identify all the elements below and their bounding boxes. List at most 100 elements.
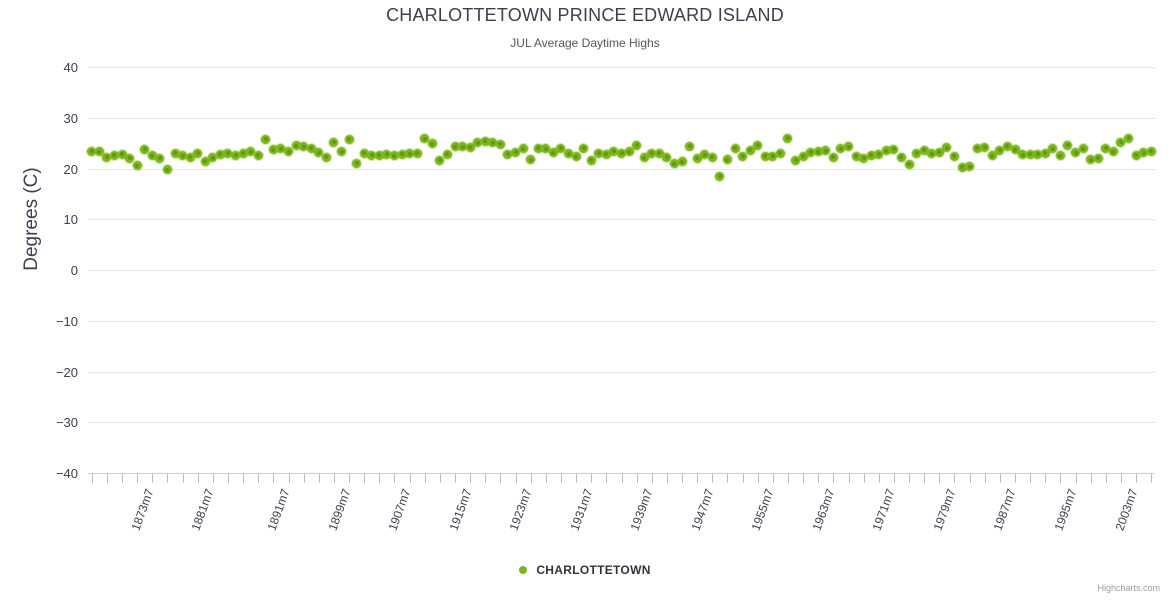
data-point[interactable] [87,146,97,156]
data-point[interactable] [1055,151,1065,161]
data-point[interactable] [654,148,664,158]
data-point[interactable] [94,147,104,157]
data-point[interactable] [987,151,997,161]
data-point[interactable] [533,143,543,153]
data-point[interactable] [685,141,695,151]
data-point[interactable] [147,151,157,161]
data-point[interactable] [753,140,763,150]
data-point[interactable] [223,148,233,158]
data-point[interactable] [412,148,422,158]
data-point[interactable] [178,151,188,161]
data-point[interactable] [896,152,906,162]
data-point[interactable] [162,165,172,174]
data-point[interactable] [677,157,687,167]
data-point[interactable] [760,151,770,161]
data-point[interactable] [1071,148,1081,158]
data-point[interactable] [798,151,808,161]
data-point[interactable] [231,150,241,160]
data-point[interactable] [548,148,558,158]
data-point[interactable] [692,153,702,163]
data-point[interactable] [813,147,823,157]
data-point[interactable] [942,143,952,153]
data-point[interactable] [806,147,816,157]
data-point[interactable] [912,148,922,158]
data-point[interactable] [1040,148,1050,158]
data-point[interactable] [359,148,369,158]
data-point[interactable] [405,149,415,159]
data-point[interactable] [473,138,483,148]
data-point[interactable] [927,149,937,159]
data-point[interactable] [1025,149,1035,159]
data-point[interactable] [321,152,331,162]
data-point[interactable] [738,151,748,161]
data-point[interactable] [965,162,975,172]
data-point[interactable] [397,149,407,159]
data-point[interactable] [745,145,755,155]
data-point[interactable] [609,146,619,156]
data-point[interactable] [624,147,634,157]
data-point[interactable] [783,133,793,143]
data-point[interactable] [617,148,626,158]
data-point[interactable] [155,153,165,163]
data-point[interactable] [586,155,596,165]
data-point[interactable] [367,150,377,160]
data-point[interactable] [980,142,990,152]
data-point[interactable] [480,136,490,146]
data-point[interactable] [102,152,112,162]
data-point[interactable] [1010,145,1020,155]
data-point[interactable] [647,148,657,158]
data-point[interactable] [669,159,679,169]
data-point[interactable] [904,159,914,169]
data-point[interactable] [700,150,710,160]
data-point[interactable] [957,162,967,172]
data-point[interactable] [1101,143,1111,153]
data-point[interactable] [874,149,884,159]
data-point[interactable] [427,139,437,149]
data-point[interactable] [382,149,392,159]
data-point[interactable] [261,134,271,144]
data-point[interactable] [291,141,301,151]
data-point[interactable] [556,143,566,153]
data-point[interactable] [715,171,725,181]
data-point[interactable] [1078,144,1088,154]
data-point[interactable] [859,153,869,163]
data-point[interactable] [601,149,611,159]
data-point[interactable] [276,144,286,154]
data-point[interactable] [1124,133,1133,143]
data-point[interactable] [1063,140,1073,150]
data-point[interactable] [337,147,346,157]
data-point[interactable] [594,148,604,158]
data-point[interactable] [662,152,672,162]
data-point[interactable] [526,155,536,165]
data-point[interactable] [722,155,732,165]
data-point[interactable] [821,146,831,156]
data-point[interactable] [1131,150,1141,160]
data-point[interactable] [995,145,1005,155]
data-point[interactable] [844,142,854,152]
data-point[interactable] [268,145,278,155]
data-point[interactable] [344,134,354,144]
data-point[interactable] [949,151,959,161]
data-point[interactable] [450,142,460,152]
data-point[interactable] [1048,144,1058,154]
data-point[interactable] [200,156,210,166]
data-point[interactable] [140,144,150,154]
data-point[interactable] [571,152,581,162]
data-point[interactable] [889,144,899,154]
data-point[interactable] [791,155,801,165]
data-point[interactable] [117,149,127,159]
data-point[interactable] [511,147,521,157]
data-point[interactable] [775,148,785,158]
data-point[interactable] [193,148,203,158]
data-point[interactable] [768,151,778,161]
data-point[interactable] [329,137,339,147]
data-point[interactable] [465,142,475,152]
data-point[interactable] [170,148,180,158]
data-point[interactable] [730,143,740,153]
data-point[interactable] [503,149,513,159]
data-point[interactable] [632,140,642,150]
data-point[interactable] [828,152,838,162]
data-point[interactable] [972,143,982,153]
data-point[interactable] [934,147,944,157]
data-point[interactable] [1018,150,1028,160]
